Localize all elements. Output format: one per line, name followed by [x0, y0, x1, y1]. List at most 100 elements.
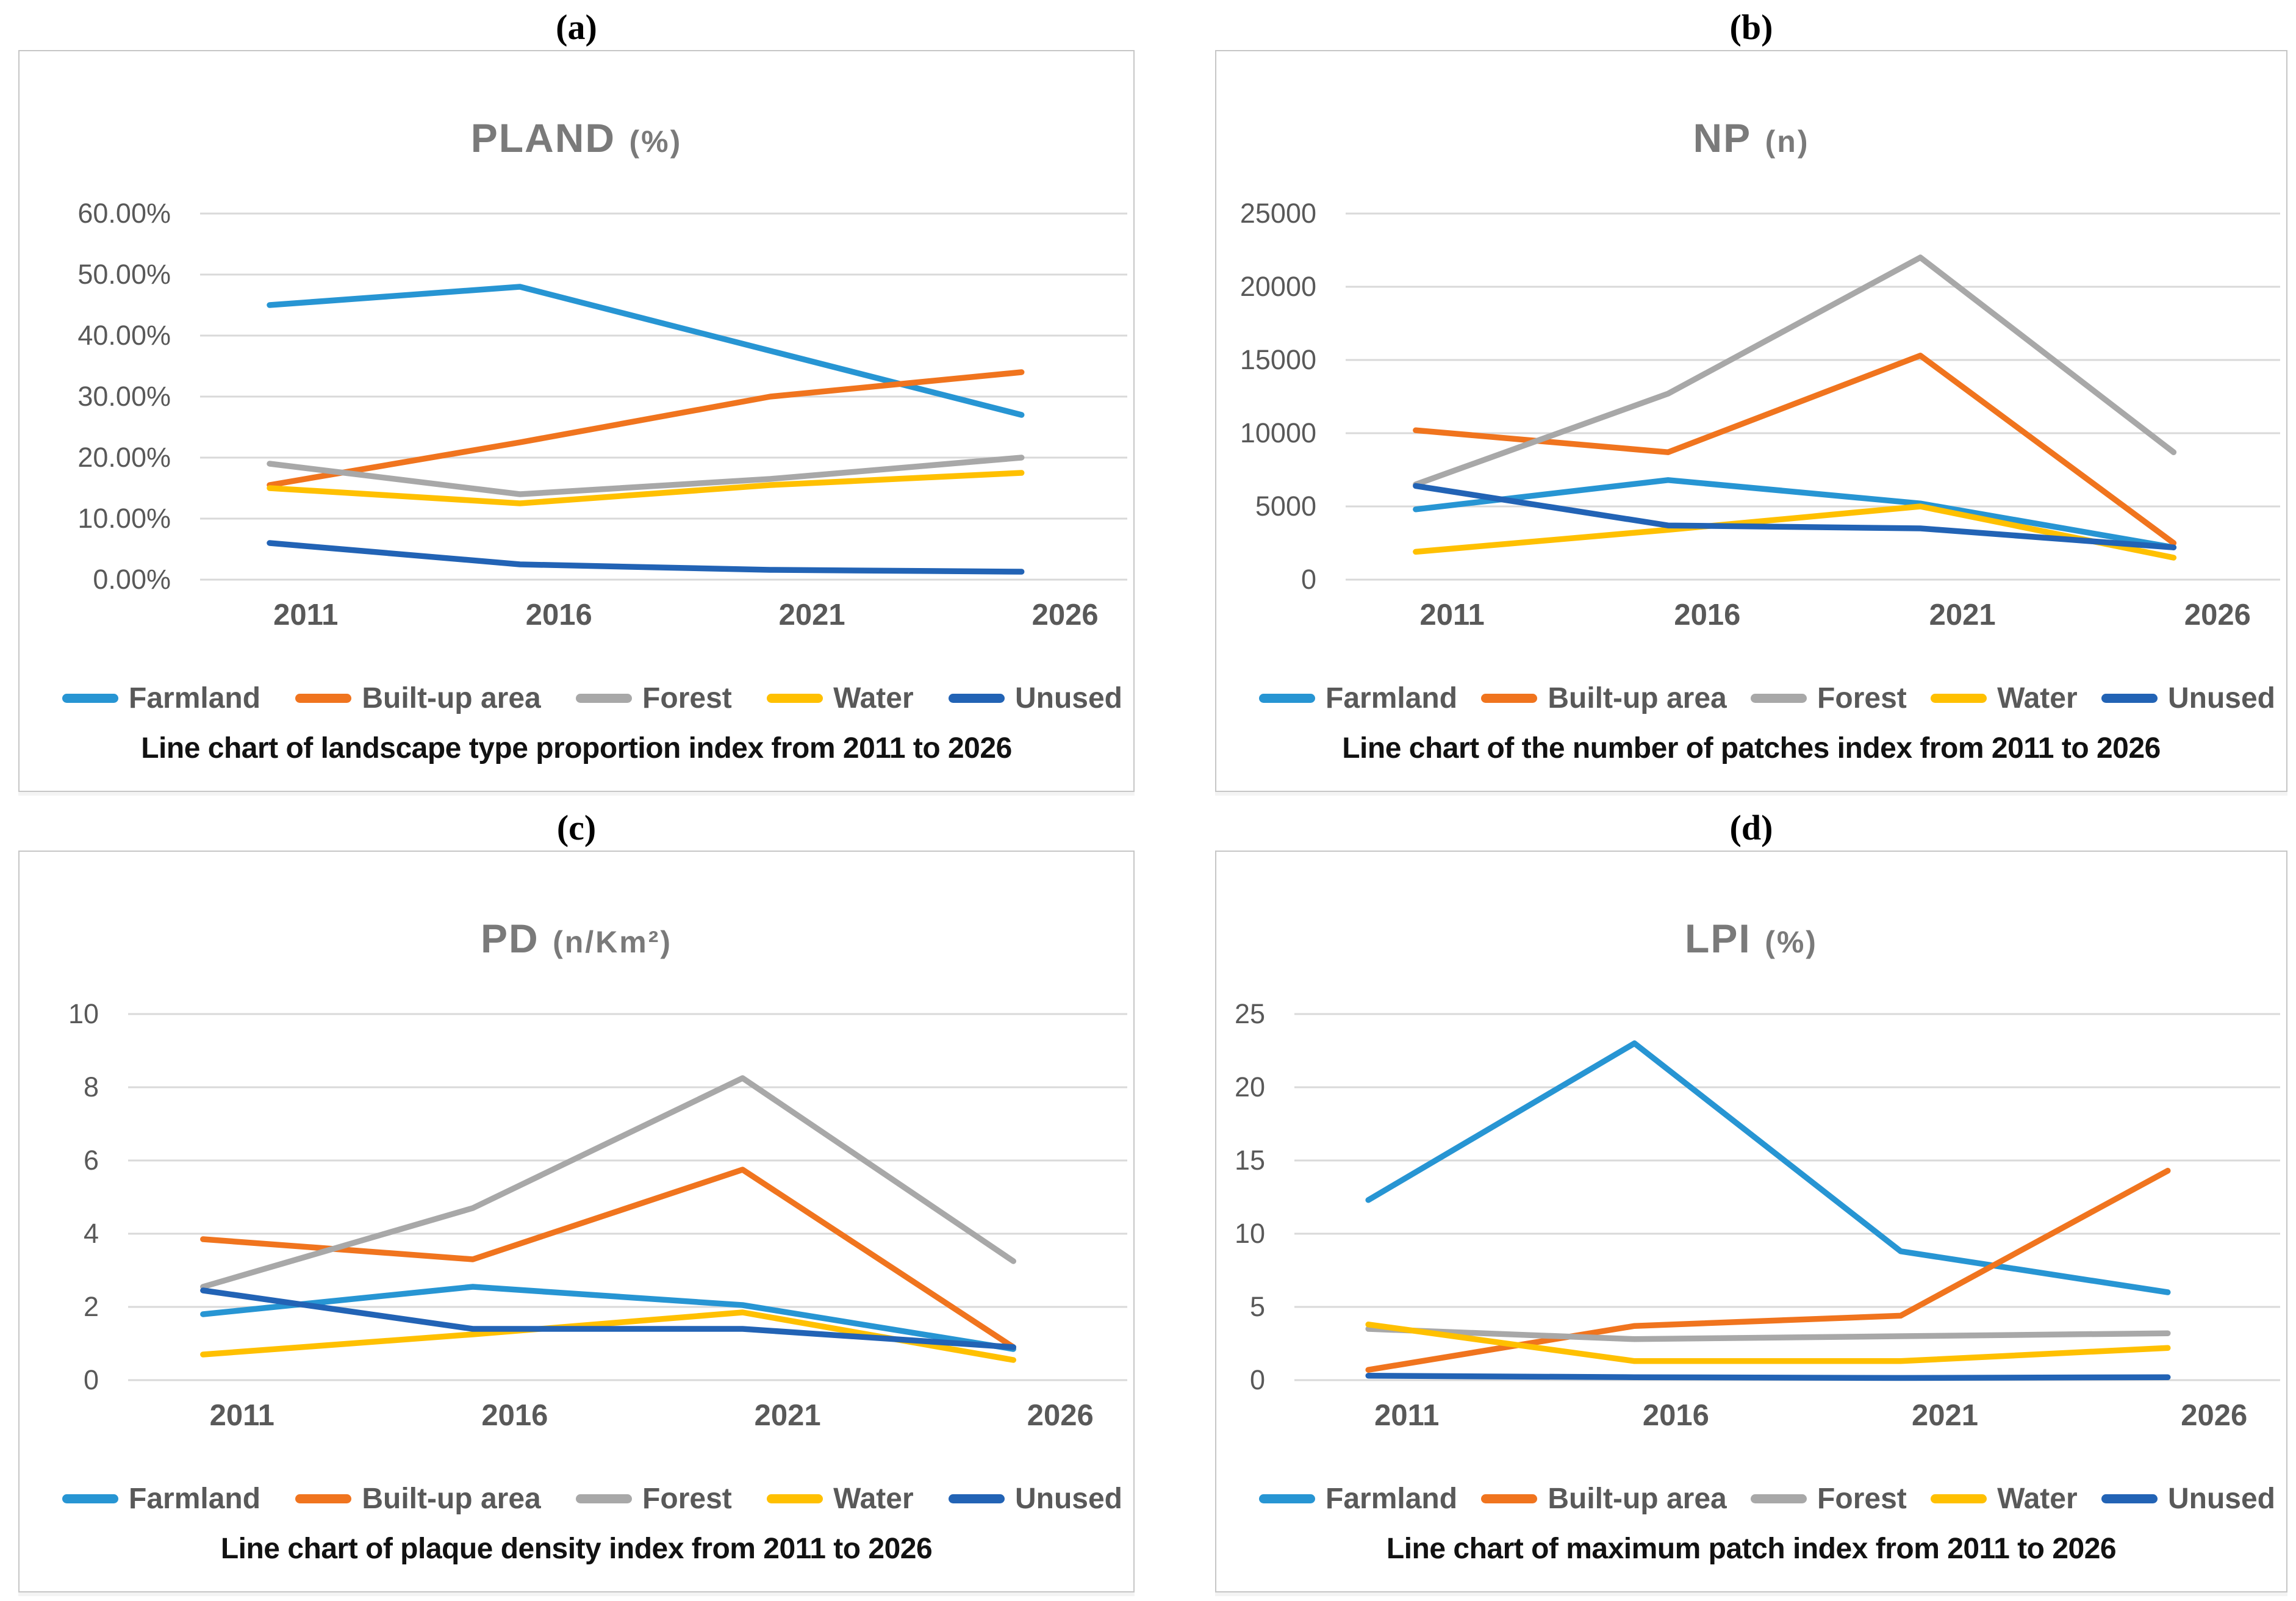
legend-line-swatch — [767, 693, 823, 703]
legend-item-farmland: Farmland — [1259, 1482, 1457, 1516]
y-axis-tick-label: 0.00% — [93, 564, 171, 595]
line-chart-svg — [200, 207, 1127, 586]
legend-item-water: Water — [767, 682, 914, 715]
legend-item-water: Water — [1931, 1482, 2078, 1516]
x-axis-tick-label: 2016 — [481, 1399, 548, 1432]
chart-caption: Line chart of maximum patch index from 2… — [1386, 1533, 2117, 1565]
y-axis-labels: 10 8 6 4 2 0 — [20, 998, 128, 1395]
y-axis-tick-label: 30.00% — [77, 381, 171, 412]
x-axis-tick-label: 2026 — [2181, 1399, 2248, 1432]
legend-item-built-up-area: Built-up area — [295, 1482, 541, 1516]
legend-line-swatch — [948, 1494, 1005, 1503]
legend-label: Water — [833, 682, 914, 714]
legend-label: Farmland — [1326, 1482, 1458, 1515]
legend-item-farmland: Farmland — [62, 682, 260, 715]
legend-item-unused: Unused — [948, 1482, 1122, 1516]
legend: Farmland Built-up area Forest Water Unused — [62, 674, 1122, 722]
x-axis-tick-label: 2021 — [1912, 1399, 1979, 1432]
legend: Farmland Built-up area Forest Water Unused — [62, 1475, 1122, 1522]
y-axis-tick-label: 15000 — [1239, 344, 1316, 375]
chart-title-text: NP — [1693, 115, 1752, 160]
y-axis-tick-label: 20 — [1234, 1071, 1265, 1103]
x-axis-tick-label: 2011 — [1374, 1399, 1440, 1432]
chart-title-text: LPI — [1685, 916, 1751, 961]
series-line-forest — [1368, 1329, 2168, 1339]
legend-line-swatch — [2101, 1494, 2158, 1503]
chart-caption: Line chart of plaque density index from … — [220, 1533, 933, 1565]
y-axis-labels: 25000 20000 15000 10000 5000 0 — [1216, 198, 1346, 595]
legend-line-swatch — [576, 693, 633, 703]
x-axis-tick-label: 2011 — [1419, 599, 1485, 631]
line-chart-svg — [1346, 207, 2280, 586]
legend-item-farmland: Farmland — [62, 1482, 260, 1516]
chart-title-unit: (n) — [1765, 124, 1810, 159]
legend-line-swatch — [295, 1494, 352, 1503]
y-axis-tick-label: 25000 — [1239, 198, 1316, 229]
legend: Farmland Built-up area Forest Water Unused — [1259, 674, 2275, 722]
legend-line-swatch — [2101, 693, 2158, 703]
x-axis-labels: 2011 2016 2021 2026 — [128, 1394, 1127, 1447]
legend-line-swatch — [1259, 693, 1315, 703]
plot-area — [128, 1008, 1127, 1386]
series-line-water — [1368, 1325, 2168, 1361]
chart-title: PD (n/Km²) — [20, 915, 1133, 962]
series-line-forest — [203, 1078, 1013, 1287]
y-axis-tick-label: 10000 — [1239, 417, 1316, 448]
legend-line-swatch — [576, 1494, 633, 1503]
figure-cell-c: (c) PD (n/Km²) 10 8 6 4 2 0 2011 2016 2021 2026 … — [18, 805, 1135, 1592]
legend-label: Built-up area — [362, 1482, 541, 1515]
y-axis-tick-label: 10.00% — [77, 503, 171, 534]
series-line-unused — [1416, 486, 2173, 547]
chart-panel-np: NP (n) 25000 20000 15000 10000 5000 0 2011 201… — [1215, 50, 2287, 792]
legend-label: Farmland — [129, 682, 261, 714]
legend-item-built-up-area: Built-up area — [1481, 1482, 1727, 1516]
plot-area — [200, 207, 1127, 586]
legend-label: Farmland — [129, 1482, 261, 1515]
y-axis-tick-label: 4 — [83, 1218, 99, 1249]
x-axis-tick-label: 2011 — [273, 599, 339, 631]
x-axis-tick-label: 2026 — [2184, 599, 2251, 631]
chart-caption: Line chart of the number of patches inde… — [1342, 732, 2161, 765]
legend-item-unused: Unused — [948, 682, 1122, 715]
series-line-forest — [270, 458, 1022, 494]
x-axis-tick-label: 2026 — [1031, 599, 1099, 631]
series-line-unused — [270, 543, 1022, 572]
y-axis-tick-label: 2 — [83, 1291, 99, 1322]
legend-line-swatch — [767, 1494, 823, 1503]
legend-label: Forest — [1817, 1482, 1907, 1515]
y-axis-tick-label: 50.00% — [77, 259, 171, 290]
y-axis-tick-label: 40.00% — [77, 320, 171, 351]
panel-label-c: (c) — [556, 808, 597, 847]
chart-title: LPI (%) — [1216, 915, 2286, 962]
legend-line-swatch — [295, 693, 352, 703]
panel-label-b: (b) — [1729, 7, 1773, 47]
series-line-farmland — [1416, 480, 2173, 547]
y-axis-tick-label: 10 — [1234, 1218, 1265, 1249]
legend-item-built-up-area: Built-up area — [295, 682, 541, 715]
legend-line-swatch — [948, 693, 1005, 703]
legend-item-built-up-area: Built-up area — [1481, 682, 1727, 715]
x-axis-tick-label: 2016 — [1642, 1399, 1709, 1432]
legend-line-swatch — [1481, 693, 1538, 703]
figure-cell-b: (b) NP (n) 25000 20000 15000 10000 5000 0 201… — [1215, 5, 2287, 792]
figure-cell-a: (a) PLAND (%) 60.00% 50.00% 40.00% 30.00% 20… — [18, 5, 1135, 792]
legend-line-swatch — [1931, 1494, 1987, 1503]
y-axis-tick-label: 0 — [83, 1364, 99, 1395]
legend-item-forest: Forest — [1751, 682, 1907, 715]
legend-label: Forest — [1817, 682, 1907, 714]
y-axis-tick-label: 5000 — [1255, 491, 1316, 522]
legend-line-swatch — [1751, 1494, 1807, 1503]
legend-label: Farmland — [1326, 682, 1458, 714]
legend-label: Unused — [2167, 1482, 2275, 1515]
legend-item-unused: Unused — [2101, 1482, 2275, 1516]
series-line-unused — [203, 1290, 1013, 1347]
series-line-unused — [1368, 1376, 2168, 1378]
legend-item-forest: Forest — [576, 1482, 732, 1516]
panel-label-d: (d) — [1729, 808, 1773, 847]
legend-item-water: Water — [767, 1482, 914, 1516]
x-axis-tick-label: 2021 — [754, 1399, 821, 1432]
legend-line-swatch — [62, 1494, 118, 1503]
x-axis-tick-label: 2021 — [778, 599, 845, 631]
chart-panel-pland: PLAND (%) 60.00% 50.00% 40.00% 30.00% 20.00%… — [18, 50, 1135, 792]
